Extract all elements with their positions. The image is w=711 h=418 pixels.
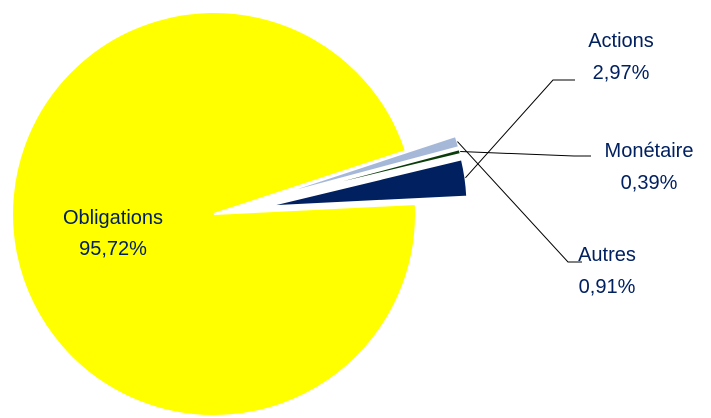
slice-value-autres: 0,91% (579, 276, 636, 298)
leader-line-actions (465, 79, 575, 179)
slice-label-obligations: Obligations (63, 207, 163, 229)
leader-line-monetaire (460, 151, 591, 157)
slice-value-monetaire: 0,39% (621, 172, 678, 194)
slice-value-obligations: 95,72% (79, 238, 147, 260)
pie-slice-actions (265, 158, 469, 208)
slice-label-actions: Actions (588, 30, 654, 52)
leader-line-autres (457, 141, 582, 263)
slice-label-autres: Autres (578, 244, 636, 266)
pie-slice-obligations (11, 11, 417, 417)
pie-slice-autres (263, 134, 461, 201)
leader-lines (457, 79, 591, 263)
slice-label-monetaire: Monétaire (605, 140, 694, 162)
pie-slices (11, 11, 469, 417)
slice-value-actions: 2,97% (593, 62, 650, 84)
